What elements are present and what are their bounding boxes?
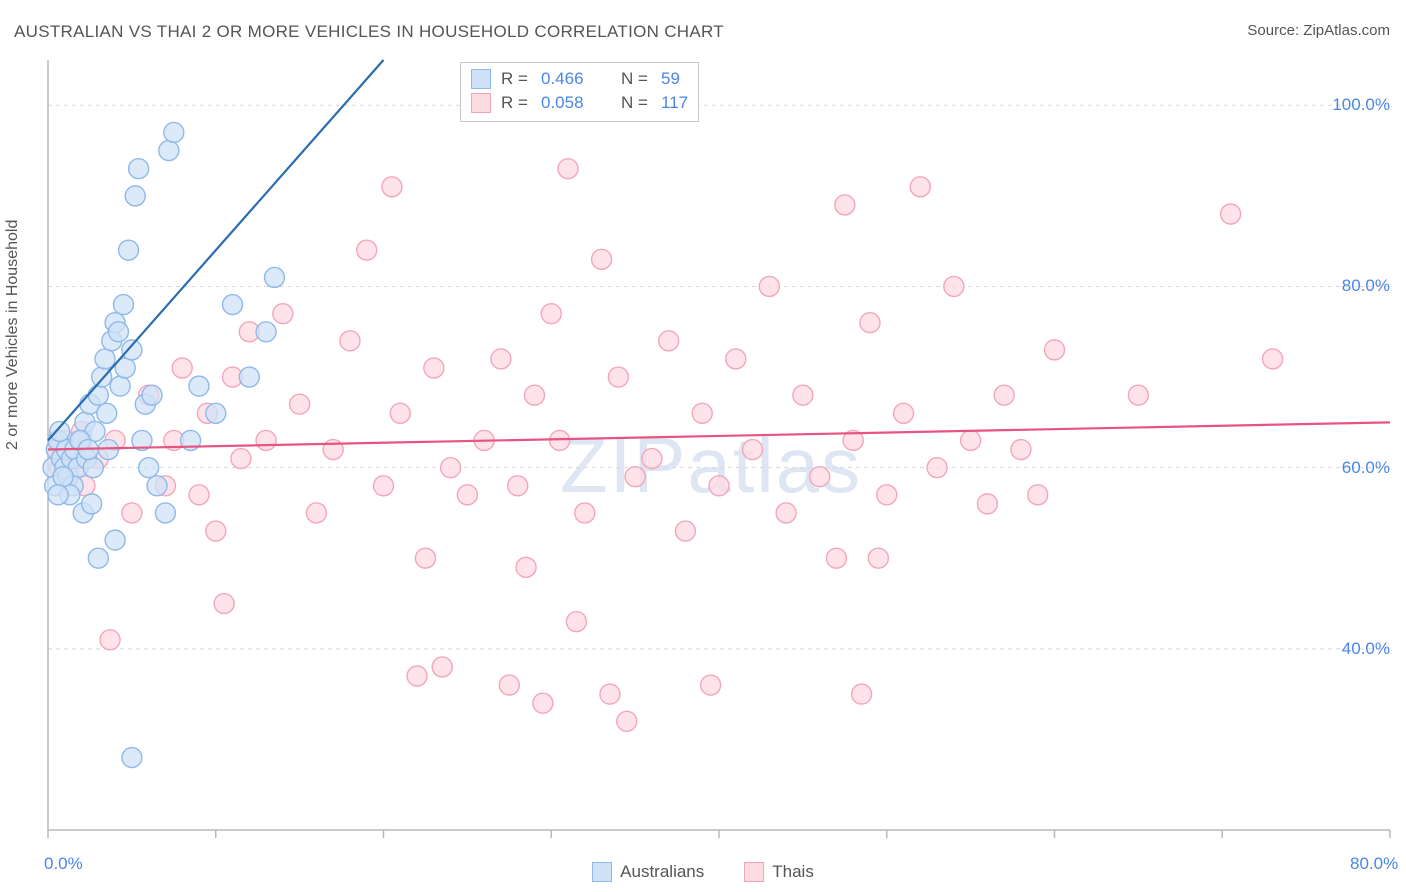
n-value-australians: 59 [661,67,680,91]
r-label: R = [501,91,531,115]
r-value-thais: 0.058 [541,91,611,115]
x-tick-label: 0.0% [44,854,83,874]
y-tick-label: 60.0% [1310,458,1390,478]
legend-label-thais: Thais [772,862,814,882]
legend-item-thais: Thais [744,862,814,882]
swatch-icon [471,93,491,113]
scatter-chart [0,0,1406,892]
swatch-icon [744,862,764,882]
y-tick-label: 100.0% [1310,95,1390,115]
legend-label-australians: Australians [620,862,704,882]
n-label: N = [621,91,651,115]
legend-item-australians: Australians [592,862,704,882]
r-label: R = [501,67,531,91]
y-tick-label: 80.0% [1310,276,1390,296]
swatch-icon [592,862,612,882]
legend-series: Australians Thais [0,862,1406,882]
r-value-australians: 0.466 [541,67,611,91]
legend-row-australians: R = 0.466 N = 59 [471,67,688,91]
n-label: N = [621,67,651,91]
swatch-icon [471,69,491,89]
legend-row-thais: R = 0.058 N = 117 [471,91,688,115]
n-value-thais: 117 [661,91,688,115]
legend-statistics: R = 0.466 N = 59 R = 0.058 N = 117 [460,62,699,122]
y-tick-label: 40.0% [1310,639,1390,659]
x-tick-label: 80.0% [1350,854,1398,874]
